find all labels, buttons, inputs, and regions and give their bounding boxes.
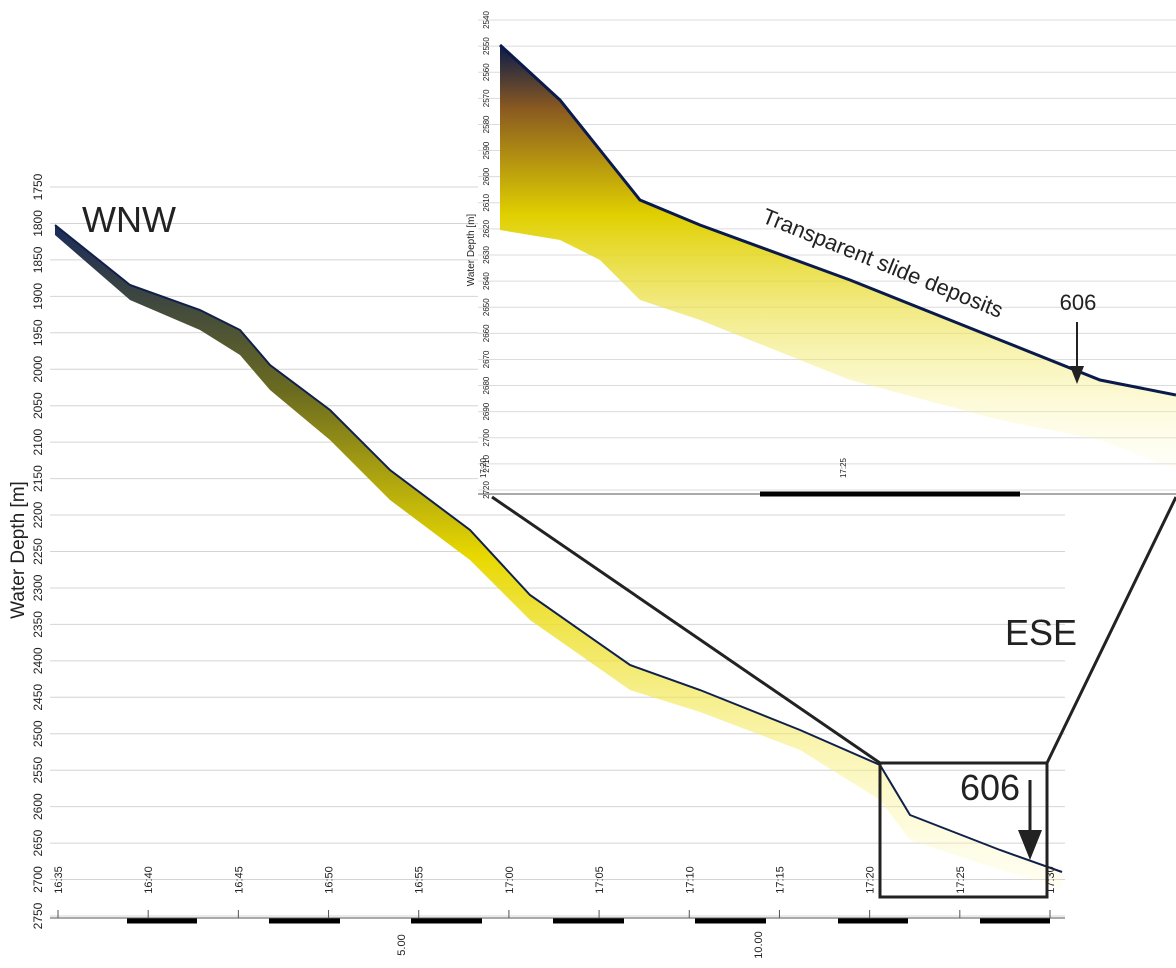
site-label: 606 xyxy=(960,767,1020,808)
y-tick-label: 2620 xyxy=(482,219,491,237)
y-tick-label: 1850 xyxy=(31,246,45,273)
y-axis-title: Water Depth [m] xyxy=(8,481,29,619)
y-tick-label: 2500 xyxy=(31,720,45,747)
time-label: 16:40 xyxy=(143,866,155,894)
y-tick-label: 2700 xyxy=(482,428,491,446)
y-tick-label: 1800 xyxy=(31,210,45,237)
y-tick-label: 2200 xyxy=(31,501,45,528)
figure: 1750 1800 1850 1900 1950 2000 2050 2100 2150 2200… xyxy=(0,0,1176,968)
y-tick-label: 2540 xyxy=(482,11,491,29)
time-label: 16:55 xyxy=(414,866,426,894)
scale-label: 5.00 xyxy=(396,934,408,955)
y-tick-label: 2350 xyxy=(31,611,45,638)
y-tick-label: 2400 xyxy=(31,647,45,674)
y-tick-label: 2750 xyxy=(31,902,45,929)
y-tick-label: 2610 xyxy=(482,193,491,211)
y-tick-label: 2580 xyxy=(482,115,491,133)
time-label: 17:20 xyxy=(865,866,877,894)
time-label: 17:05 xyxy=(594,866,606,894)
time-label: 17:15 xyxy=(774,866,786,894)
site-arrowhead xyxy=(1018,830,1042,860)
time-label: 16:35 xyxy=(53,866,65,894)
inset-site-label: 606 xyxy=(1060,290,1097,315)
scale-label: 10.00 xyxy=(753,931,765,959)
time-label: 16:50 xyxy=(324,866,336,894)
y-tick-label: 2650 xyxy=(482,298,491,316)
y-tick-label: 2630 xyxy=(482,246,491,264)
y-tick-label: 2600 xyxy=(482,167,491,185)
y-tick-label: 2550 xyxy=(31,757,45,784)
time-label: 17:20 xyxy=(479,457,488,478)
y-tick-label: 2680 xyxy=(482,376,491,394)
y-tick-label: 1950 xyxy=(31,319,45,346)
y-tick-label: 2720 xyxy=(482,481,491,499)
time-label: 17:10 xyxy=(684,866,696,894)
time-label: 17:25 xyxy=(839,457,848,478)
time-label: 16:45 xyxy=(233,866,245,894)
y-tick-label: 2000 xyxy=(31,356,45,383)
page: 1750 1800 1850 1900 1950 2000 2050 2100 2150 2200… xyxy=(0,0,1176,968)
end-label: ESE xyxy=(1005,612,1077,653)
y-tick-label: 2670 xyxy=(482,350,491,368)
y-tick-label: 2600 xyxy=(31,793,45,820)
y-tick-label: 2300 xyxy=(31,574,45,601)
y-tick-label: 1900 xyxy=(31,283,45,310)
y-tick-label: 2100 xyxy=(31,428,45,455)
y-tick-label: 2590 xyxy=(482,141,491,159)
y-tick-label: 2650 xyxy=(31,829,45,856)
y-tick-label: 2450 xyxy=(31,684,45,711)
y-tick-label: 2690 xyxy=(482,402,491,420)
y-tick-label: 2250 xyxy=(31,538,45,565)
inset-y-axis-title: Water Depth [m] xyxy=(466,214,477,287)
y-tick-label: 2660 xyxy=(482,324,491,342)
y-tick-label: 2700 xyxy=(31,866,45,893)
y-tick-label: 2560 xyxy=(482,63,491,81)
y-tick-label: 2150 xyxy=(31,465,45,492)
time-label: 17:25 xyxy=(955,866,967,894)
y-tick-label: 1750 xyxy=(31,173,45,200)
y-tick-label: 2570 xyxy=(482,89,491,107)
y-tick-label: 2640 xyxy=(482,272,491,290)
time-label: 17:00 xyxy=(504,866,516,894)
start-label: WNW xyxy=(82,199,176,240)
y-tick-label: 2550 xyxy=(482,37,491,55)
y-tick-label: 2050 xyxy=(31,392,45,419)
